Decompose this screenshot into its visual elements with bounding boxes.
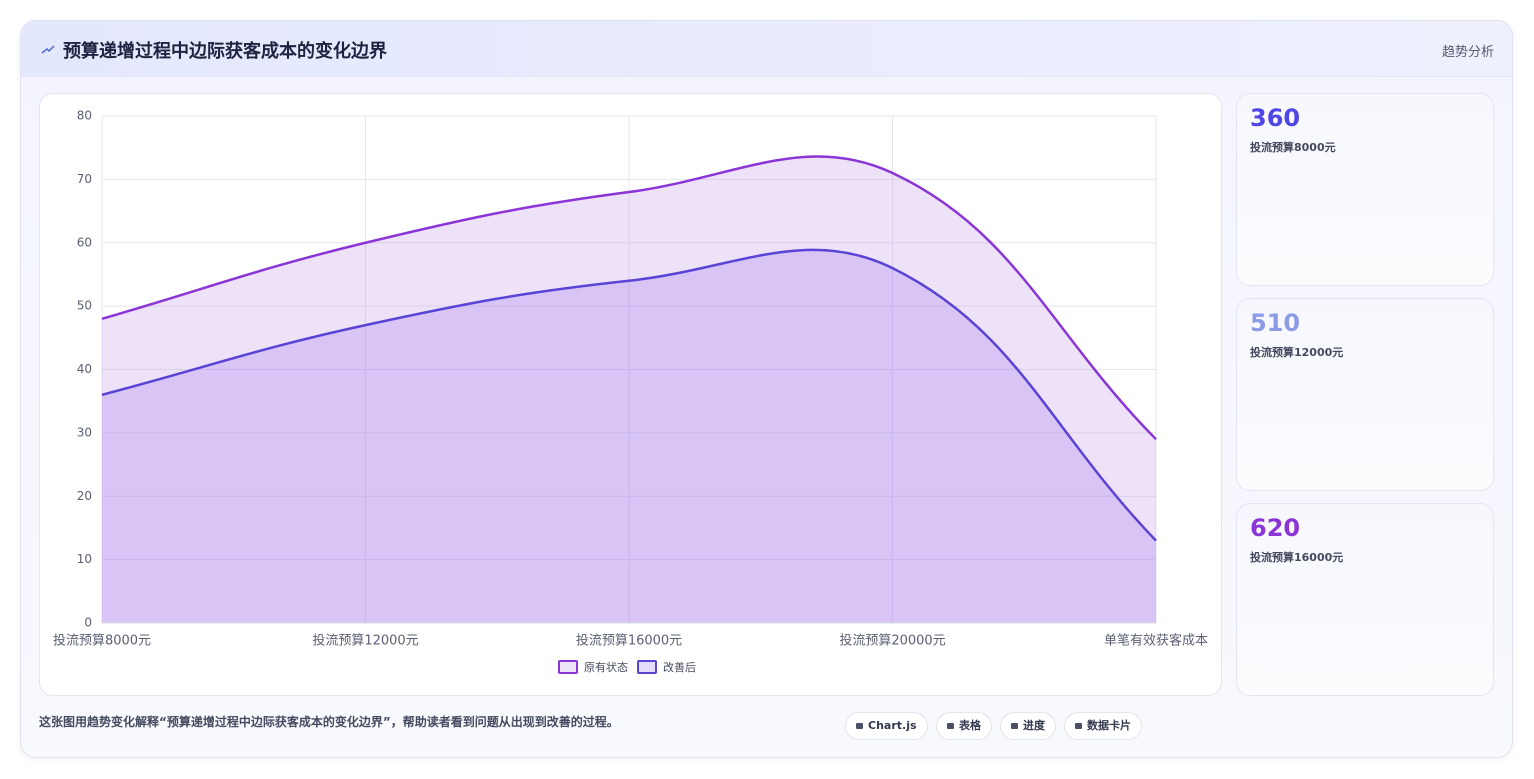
y-tick-label: 50 (77, 299, 92, 313)
y-tick-label: 30 (77, 425, 92, 439)
y-tick-label: 10 (77, 552, 92, 566)
chart-panel: 投流预算8000元 投流预算12000元 投流预算16000元 投流预算20000元 单… (39, 93, 1222, 696)
stat-card: 360 投流预算8000元 (1236, 93, 1494, 286)
x-tick-label: 投流预算20000元 (839, 633, 945, 649)
stat-value: 620 (1250, 514, 1301, 542)
stat-label: 投流预算8000元 (1250, 141, 1336, 154)
tag: 趋势分析 (1441, 45, 1494, 60)
y-tick-label: 0 (84, 616, 92, 630)
stat-card: 510 投流预算12000元 (1236, 298, 1494, 491)
legend-swatch (558, 660, 578, 674)
y-tick-label: 60 (77, 235, 92, 249)
legend-label: 改善后 (663, 660, 696, 674)
y-tick-label: 70 (77, 172, 92, 186)
area (102, 249, 1156, 623)
chip: 数据卡片 (1064, 712, 1142, 740)
x-tick-label: 投流预算12000元 (312, 633, 418, 649)
chip: 表格 (936, 712, 992, 740)
stat-card: 620 投流预算16000元 (1236, 503, 1494, 696)
stat-label: 投流预算12000元 (1250, 346, 1344, 359)
x-tick-label: 单笔有效获客成本 (1104, 633, 1208, 649)
x-tick-label: 投流预算16000元 (576, 633, 682, 649)
chart: 投流预算8000元 投流预算12000元 投流预算16000元 投流预算20000元 单… (53, 109, 1208, 674)
icon (41, 45, 55, 54)
title: 预算递增过程中边际获客成本的变化边界 (63, 41, 387, 62)
line (101, 248, 1157, 542)
stat-value: 510 (1250, 309, 1301, 337)
line (101, 155, 1157, 441)
stat-label: 投流预算16000元 (1250, 551, 1344, 564)
area (102, 156, 1156, 623)
chip: 进度 (1000, 712, 1056, 740)
y-tick-label: 40 (77, 362, 92, 376)
y-tick-label: 20 (77, 489, 92, 503)
legend-label: 原有状态 (584, 660, 628, 674)
y-tick-label: 80 (77, 109, 92, 123)
header: 预算递增过程中边际获客成本的变化边界 趋势分析 (21, 21, 1512, 77)
x-tick-label: 投流预算8000元 (53, 633, 151, 649)
stat-value: 360 (1250, 104, 1301, 132)
legend-swatch (637, 660, 657, 674)
chip: Chart.js (845, 712, 928, 740)
footer-text: 这张图用趋势变化解释“预算递增过程中边际获客成本的变化边界”，帮助读者看到问题从… (39, 715, 619, 729)
